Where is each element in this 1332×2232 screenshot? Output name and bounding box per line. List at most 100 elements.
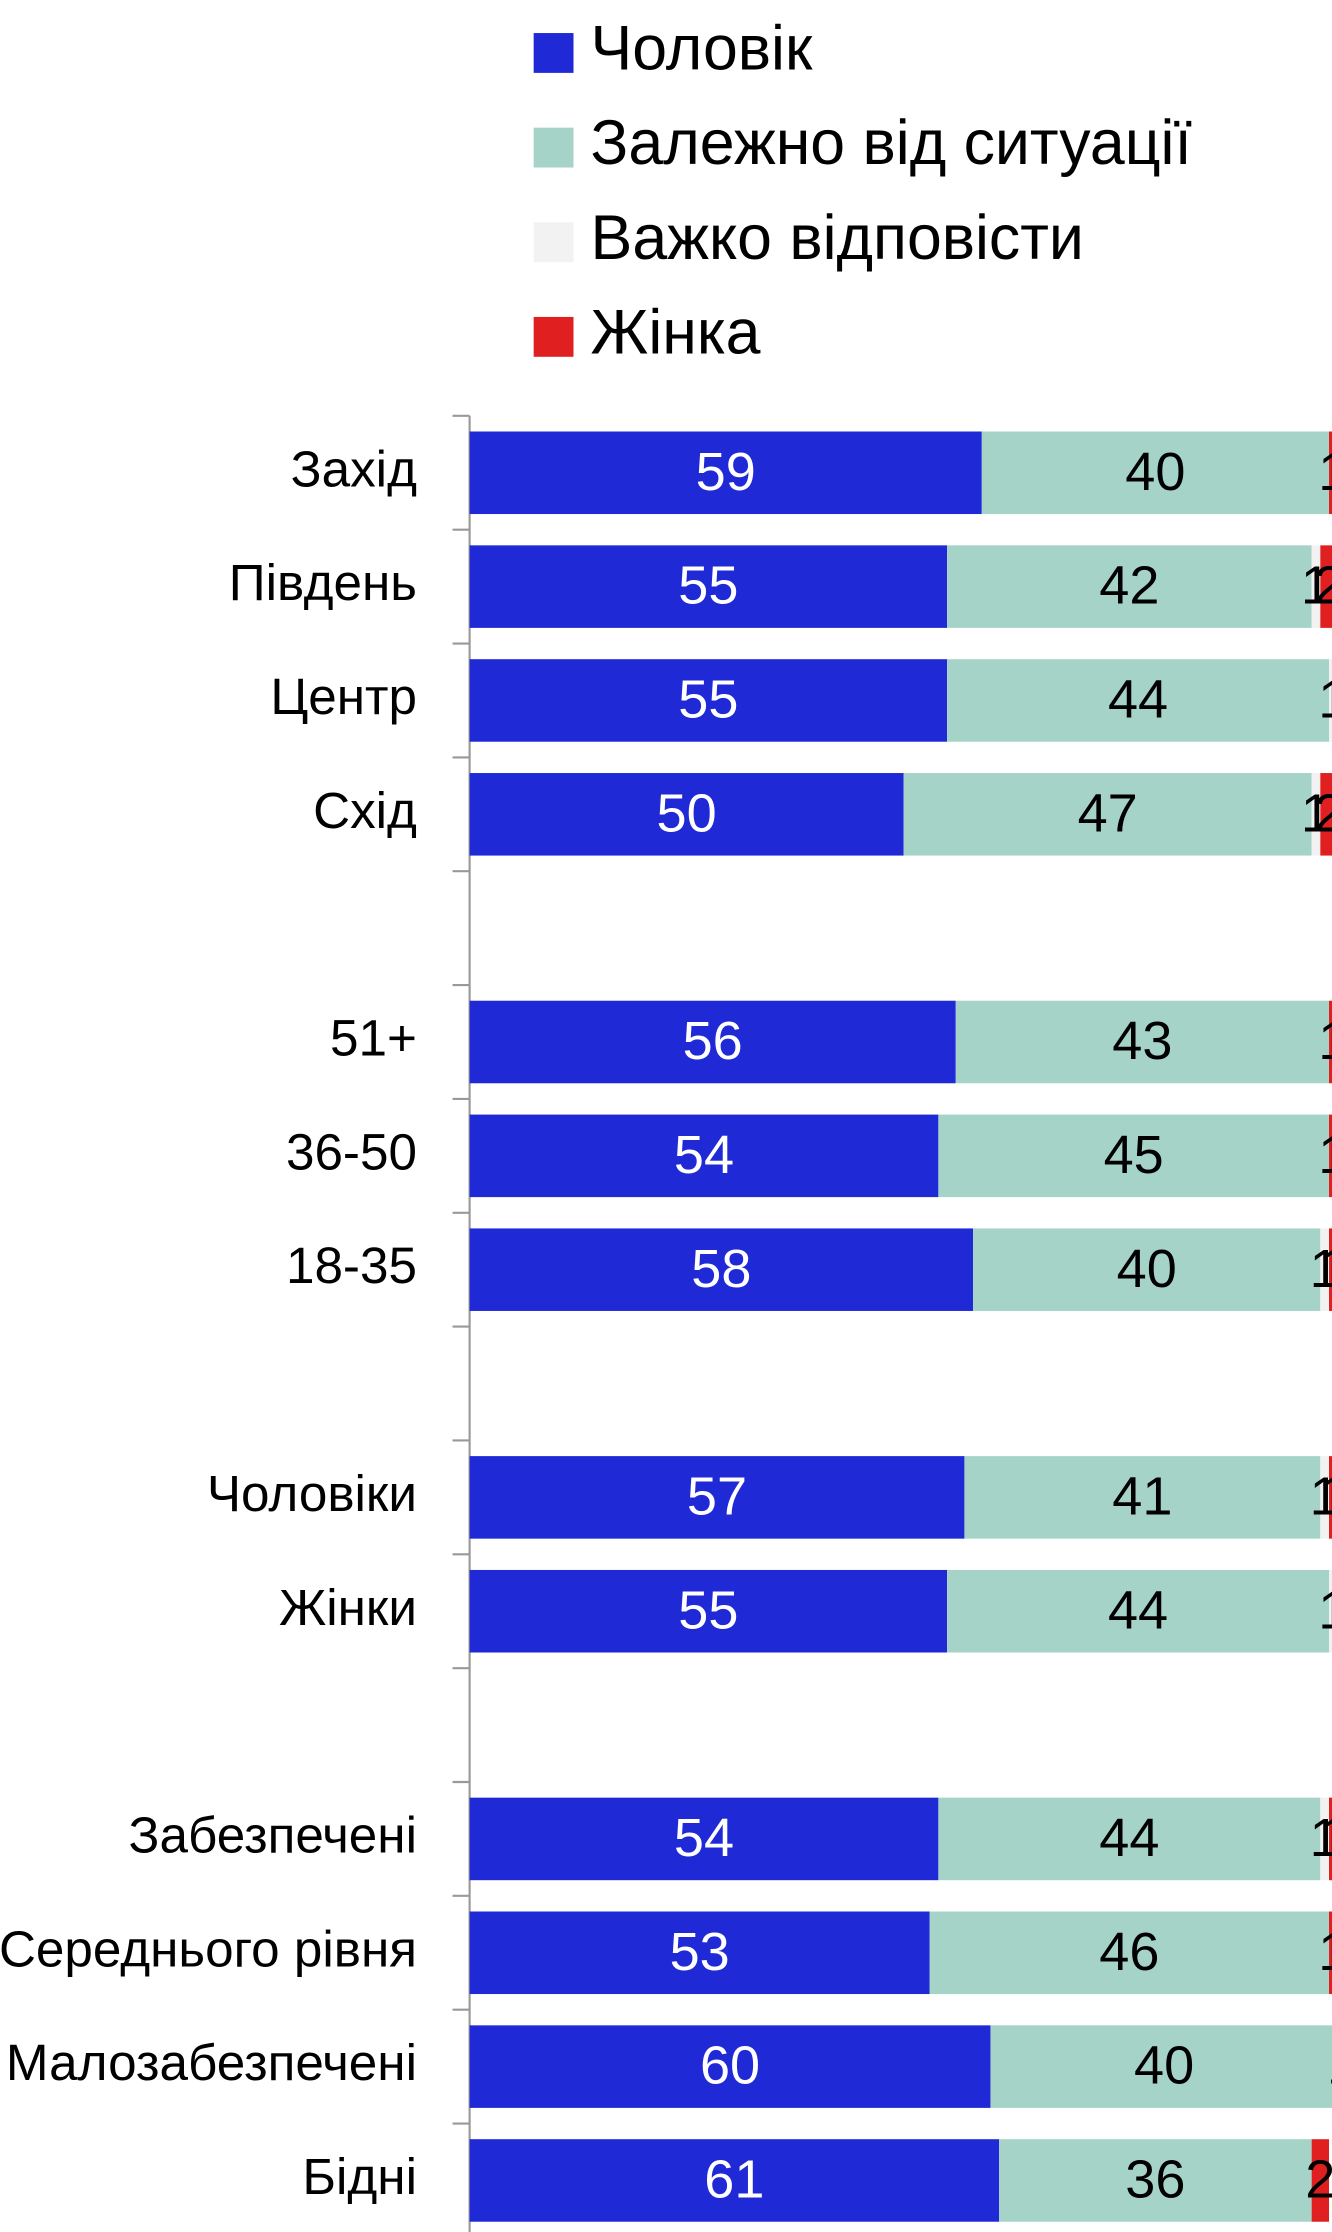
data-label: 1 [1310,1239,1332,1299]
data-label: 2 [1305,2150,1332,2210]
data-label: 1 [1318,1808,1332,1868]
data-label: 44 [1108,1580,1168,1640]
bar-segment [1329,1114,1332,1198]
bar-segment [1329,1911,1332,1995]
category-label: Жінки [279,1579,417,1636]
data-label: 46 [1099,1922,1159,1982]
data-label: 47 [1078,783,1138,843]
category-label: Бідні [302,2148,417,2205]
bar-segment [1311,773,1321,856]
category-label: Забезпечені [129,1806,417,1863]
category-label: Схід [313,782,417,839]
legend-label: Жінка [591,297,761,367]
bar-segment [469,1456,965,1539]
bar-segment [1320,1228,1330,1311]
bar-segment [469,2139,1000,2222]
bar-segment [469,2025,991,2108]
bar-segment [1320,773,1332,856]
bar-segment [1311,2139,1330,2222]
category-label: 51+ [330,1010,417,1067]
data-label: 59 [696,442,756,502]
bar-segment [981,431,1330,515]
data-label: 53 [670,1922,730,1982]
bar-segment [1320,1797,1330,1881]
category-label: Малозабезпечені [6,2034,417,2091]
data-label: 1 [1310,1467,1332,1527]
bar-segment [469,773,904,856]
data-label: 1 [1318,1011,1332,1071]
bar-segment [999,2139,1312,2222]
bar-segment [469,1000,956,1084]
legend-label: Залежно від ситуації [591,108,1192,178]
legend-swatch [533,316,574,357]
data-label: 55 [678,670,738,730]
data-label: 60 [700,2036,760,2096]
bar-segment [469,1228,974,1311]
data-label: 54 [674,1808,734,1868]
bar-segment [947,1569,1330,1653]
data-label: 36 [1125,2150,1185,2210]
data-label: 58 [691,1239,751,1299]
data-label: 40 [1134,2036,1194,2096]
data-label: 55 [678,556,738,616]
bar-segment [964,1456,1321,1539]
category-label: 36-50 [286,1123,417,1180]
bar-segment [947,659,1330,742]
bar-segment [1320,1456,1330,1539]
legend-swatch [533,127,574,168]
data-label: 2 [1314,556,1332,616]
bar-segment [1320,545,1332,628]
bar-segment [469,659,948,742]
bar-segment [469,431,982,515]
bar-segment [938,1797,1321,1881]
data-label: 54 [674,1125,734,1185]
data-label: 56 [683,1011,743,1071]
bar-segment [990,2025,1332,2108]
bar-segment [903,773,1312,856]
data-label: 1 [1318,1922,1332,1982]
bar-segment [1329,1569,1332,1653]
bar-segment [1329,1456,1332,1539]
bar-segment [938,1114,1330,1198]
bar-segment [947,545,1312,628]
bar-segment [955,1000,1330,1084]
data-label: 2 [1314,783,1332,843]
category-label: 18-35 [286,1237,417,1294]
bar-segment [1311,545,1321,628]
bar-segment [1329,1228,1332,1311]
legend-swatch [533,222,574,263]
legend-swatch [533,33,574,73]
data-label: 1 [1318,442,1332,502]
legend-label: Важко відповісти [591,203,1084,273]
category-label: Захід [291,440,417,497]
data-label: 50 [657,783,717,843]
bar-segment [1329,1000,1332,1084]
data-label: 40 [1117,1239,1177,1299]
data-label: 1 [1310,1808,1332,1868]
bar-segment [973,1228,1321,1311]
data-label: 44 [1099,1808,1159,1868]
category-label: Південь [229,554,417,611]
data-label: 44 [1108,670,1168,730]
data-label: 1 [1318,1125,1332,1185]
data-label: 61 [704,2150,764,2210]
data-label: 42 [1099,556,1159,616]
bar-segment [469,1569,948,1653]
legend-label: Чоловік [591,14,813,84]
data-label: 1 [1318,670,1332,730]
category-label: Центр [270,668,417,725]
bar-segment [469,545,948,628]
data-label: 45 [1104,1125,1164,1185]
data-label: 1 [1318,1239,1332,1299]
data-label: 43 [1112,1011,1172,1071]
category-label: Середнього рівня [0,1920,417,1977]
bar-segment [1329,659,1332,742]
data-label: 1 [1327,2036,1332,2096]
bar-segment [1329,431,1332,515]
data-label: 1 [1318,1580,1332,1640]
data-label: 57 [687,1467,747,1527]
data-label: 41 [1112,1467,1172,1527]
bar-segment [1329,1797,1332,1881]
data-label: 55 [678,1580,738,1640]
